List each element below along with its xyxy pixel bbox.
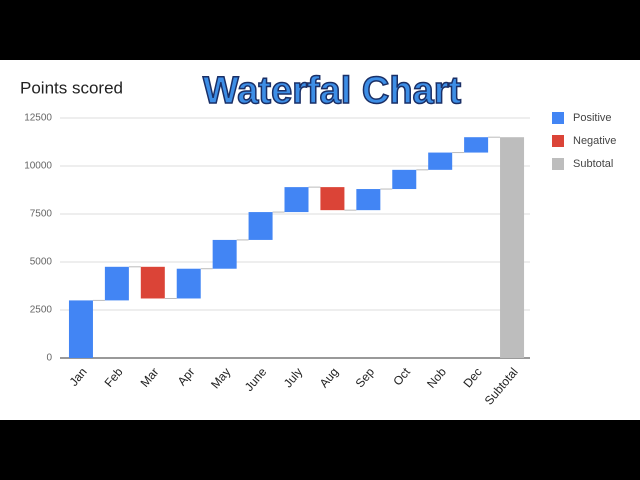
bar: [428, 152, 453, 170]
bar: [140, 266, 165, 299]
bar: [176, 268, 201, 299]
y-label: Points scored: [20, 78, 123, 97]
bar: [464, 137, 489, 153]
bar: [284, 187, 309, 213]
y-tick-label: 2500: [30, 305, 53, 316]
y-tick-label: 10000: [24, 161, 52, 172]
bar: [320, 187, 345, 211]
y-tick-label: 5000: [30, 257, 53, 268]
legend-label: Positive: [573, 112, 612, 124]
bar: [68, 300, 93, 358]
legend-swatch: [552, 135, 564, 147]
y-tick-label: 7500: [30, 209, 53, 220]
bar: [104, 266, 129, 301]
legend-label: Subtotal: [573, 158, 613, 170]
bar: [212, 239, 237, 269]
background: [0, 60, 640, 420]
y-tick-label: 0: [46, 353, 52, 364]
bar: [392, 169, 417, 190]
bar: [356, 189, 381, 211]
bar: [500, 137, 525, 358]
chart-title: Waterfal Chart: [203, 70, 462, 112]
y-tick-label: 12500: [24, 113, 52, 124]
legend-swatch: [552, 112, 564, 124]
bar: [248, 212, 273, 240]
legend-swatch: [552, 158, 564, 170]
legend-label: Negative: [573, 135, 616, 147]
